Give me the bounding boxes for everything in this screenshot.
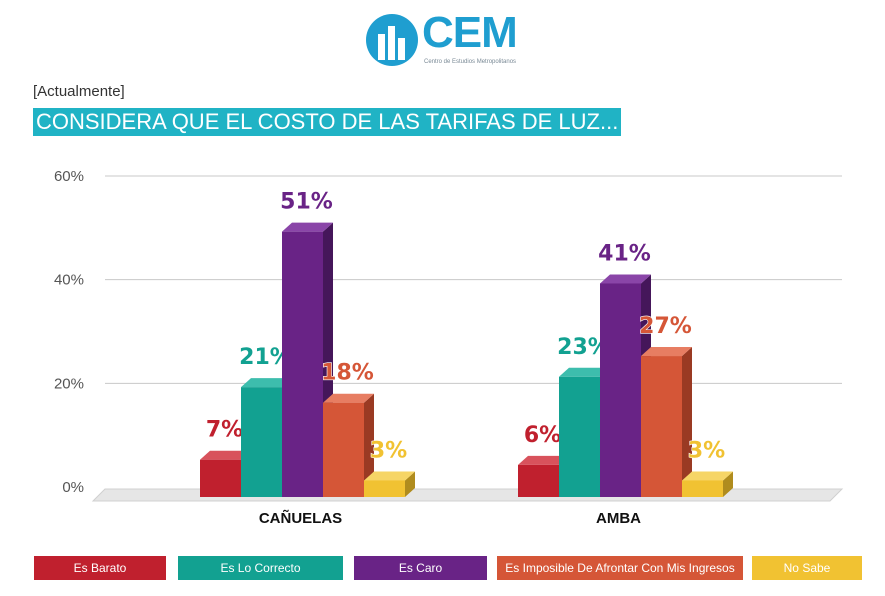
bar (641, 356, 682, 497)
y-tick-label: 20% (54, 375, 84, 392)
bar-chart: 0%20%40%60%7%21%51%18%3%CAÑUELAS6%23%41%… (54, 168, 844, 527)
bar (282, 231, 323, 497)
bar (323, 402, 364, 497)
data-label: 51% (280, 190, 333, 215)
data-label: 3% (688, 438, 725, 463)
bar-side (405, 471, 415, 497)
bar-top (682, 471, 733, 481)
x-category-label: CAÑUELAS (259, 509, 342, 527)
logo-icon (366, 14, 418, 66)
bar-top (200, 450, 251, 460)
bar (364, 480, 405, 497)
legend-item: No Sabe (752, 556, 862, 580)
y-tick-label: 40% (54, 272, 84, 289)
bar-top (559, 367, 610, 377)
x-category-label: AMBA (596, 510, 641, 527)
data-label: 7% (206, 418, 243, 443)
bar-top (323, 393, 374, 403)
legend-item: Es Lo Correcto (178, 556, 343, 580)
chart-title: CONSIDERA QUE EL COSTO DE LAS TARIFAS DE… (33, 108, 622, 136)
chart-subtitle: [Actualmente] (33, 83, 125, 100)
logo-text: CEM (422, 8, 518, 57)
bar-top (282, 222, 333, 232)
data-label: 18% (321, 361, 374, 386)
legend-item: Es Barato (34, 556, 166, 580)
y-tick-label: 0% (62, 479, 84, 496)
bar-side (682, 347, 692, 497)
bar (559, 376, 600, 497)
logo-tagline: Centro de Estudios Metropolitanos (424, 59, 517, 65)
data-label: 3% (370, 438, 407, 463)
legend-item: Es Caro (354, 556, 487, 580)
data-label: 41% (598, 241, 651, 266)
bar (200, 459, 241, 497)
bar-top (518, 455, 569, 465)
bar-side (364, 393, 374, 497)
data-label: 6% (524, 423, 561, 448)
bar-side (723, 471, 733, 497)
bar-top (600, 274, 651, 284)
legend-item: Es Imposible De Afrontar Con Mis Ingreso… (497, 556, 743, 580)
bar (518, 464, 559, 497)
bar-top (641, 347, 692, 357)
y-tick-label: 60% (54, 168, 84, 185)
bar-top (241, 378, 292, 388)
legend: Es Barato Es Lo Correcto Es Caro Es Imposib… (34, 556, 862, 580)
data-label: 27% (639, 314, 692, 339)
bar (682, 480, 723, 497)
bar (241, 387, 282, 497)
bar (600, 283, 641, 497)
cem-logo: CEM Centro de Estudios Metropolitanos (364, 8, 534, 70)
bar-top (364, 471, 415, 481)
